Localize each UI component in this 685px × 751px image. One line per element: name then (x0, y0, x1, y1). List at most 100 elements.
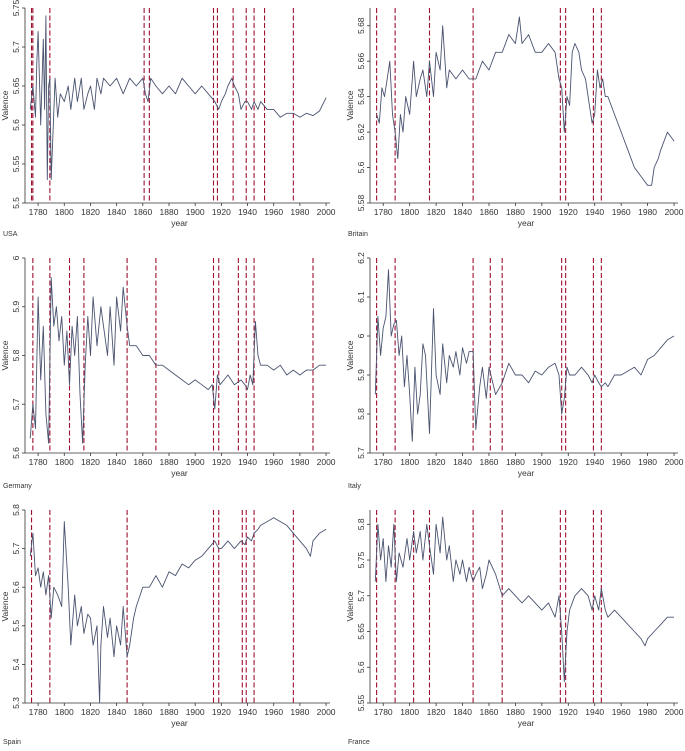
y-tick-label: 5.6 (11, 119, 21, 131)
country-label: Italy (348, 483, 361, 490)
x-tick-label: 1960 (264, 707, 283, 717)
x-tick-label: 1960 (264, 457, 283, 467)
y-tick-label: 5.66 (356, 53, 366, 70)
x-tick-label: 1900 (186, 457, 205, 467)
y-tick-label: 5.68 (356, 17, 366, 34)
y-axis-title: Valence (0, 90, 10, 120)
y-tick-label: 5.65 (11, 77, 21, 94)
y-tick-label: 5.7 (11, 542, 21, 554)
x-tick-label: 1960 (612, 457, 631, 467)
country-label: Germany (3, 483, 32, 490)
y-tick-label: 5.7 (356, 447, 366, 459)
x-tick-label: 1800 (400, 707, 419, 717)
panel-usa: 5.5 5.55 5.6 5.65 5.7 5.75 1780 1800 1820 1840 186… (0, 0, 336, 238)
x-tick-label: 1980 (638, 707, 657, 717)
x-tick-label: 1840 (107, 457, 126, 467)
x-axis-title: year (518, 218, 535, 228)
x-tick-label: 2000 (665, 207, 684, 217)
x-tick-label: 1960 (612, 707, 631, 717)
x-tick-label: 1820 (427, 707, 446, 717)
panel-britain: 5.58 5.6 5.62 5.64 5.66 5.68 1780 1800 1820 1840 1… (345, 8, 684, 238)
x-tick-label: 1800 (400, 457, 419, 467)
x-tick-label: 1860 (480, 707, 499, 717)
x-tick-label: 1920 (559, 457, 578, 467)
x-tick-label: 1860 (133, 457, 152, 467)
x-tick-label: 1940 (585, 207, 604, 217)
x-tick-label: 1920 (559, 707, 578, 717)
x-tick-label: 2000 (317, 457, 336, 467)
y-tick-label: 5.8 (11, 504, 21, 516)
y-tick-label: 5.8 (356, 518, 366, 530)
y-tick-label: 5.75 (11, 0, 21, 16)
y-tick-label: 5.3 (11, 697, 21, 709)
y-tick-label: 5.4 (11, 658, 21, 670)
x-tick-label: 1880 (506, 707, 525, 717)
x-tick-label: 1820 (427, 457, 446, 467)
y-tick-label: 5.9 (11, 301, 21, 313)
y-tick-label: 5.65 (356, 623, 366, 640)
x-tick-label: 1780 (374, 457, 393, 467)
x-tick-label: 1800 (400, 207, 419, 217)
y-axis-title: Valence (0, 340, 10, 370)
x-axis-title: year (171, 718, 188, 728)
valence-series-line (374, 269, 675, 442)
x-tick-label: 1920 (212, 457, 231, 467)
y-tick-label: 5.5 (11, 197, 21, 209)
x-tick-label: 1860 (133, 707, 152, 717)
y-tick-label: 5.6 (356, 661, 366, 673)
y-tick-label: 5.9 (356, 369, 366, 381)
y-tick-label: 5.55 (11, 155, 21, 172)
x-tick-label: 1980 (638, 207, 657, 217)
y-tick-label: 5.55 (356, 694, 366, 711)
x-tick-label: 1820 (81, 207, 100, 217)
x-tick-label: 1940 (238, 207, 257, 217)
x-tick-label: 1780 (374, 207, 393, 217)
x-tick-label: 1840 (107, 207, 126, 217)
y-tick-label: 6 (356, 333, 366, 338)
x-tick-label: 1980 (638, 457, 657, 467)
x-tick-label: 1980 (290, 207, 309, 217)
panel-germany: 5.6 5.7 5.8 5.9 6 1780 1800 1820 1840 1860 1880 190… (0, 255, 336, 490)
x-tick-label: 1820 (427, 207, 446, 217)
x-tick-label: 1820 (81, 707, 100, 717)
x-tick-label: 1900 (532, 707, 551, 717)
valence-series-line (376, 16, 675, 186)
x-axis-title: year (518, 468, 535, 478)
y-tick-label: 5.64 (356, 88, 366, 105)
y-tick-label: 5.6 (356, 161, 366, 173)
x-tick-label: 1840 (453, 207, 472, 217)
x-tick-label: 1780 (374, 707, 393, 717)
x-tick-label: 2000 (317, 207, 336, 217)
x-tick-label: 1800 (55, 207, 74, 217)
x-axis-title: year (171, 218, 188, 228)
country-label: France (348, 739, 370, 746)
y-tick-label: 5.62 (356, 124, 366, 141)
x-tick-label: 1860 (480, 457, 499, 467)
x-tick-label: 1780 (29, 707, 48, 717)
y-axis-title: Valence (345, 90, 355, 120)
panel-spain: 5.3 5.4 5.5 5.6 5.7 5.8 1780 1800 1820 1840 1860 18… (0, 504, 336, 746)
x-tick-label: 1900 (186, 207, 205, 217)
y-tick-label: 5.58 (356, 194, 366, 211)
x-tick-label: 1800 (55, 707, 74, 717)
x-tick-label: 1800 (55, 457, 74, 467)
y-tick-label: 5.75 (356, 551, 366, 568)
x-tick-label: 1940 (585, 457, 604, 467)
x-axis-title: year (518, 718, 535, 728)
x-tick-label: 1920 (212, 707, 231, 717)
x-tick-label: 1860 (480, 207, 499, 217)
valence-series-line (29, 277, 327, 444)
country-label: Britain (348, 231, 368, 238)
valence-series-line (374, 516, 674, 683)
x-tick-label: 1920 (212, 207, 231, 217)
x-tick-label: 1960 (612, 207, 631, 217)
valence-series-line (29, 517, 327, 704)
y-tick-label: 5.6 (11, 447, 21, 459)
x-tick-label: 1980 (290, 707, 309, 717)
x-tick-label: 1940 (585, 707, 604, 717)
y-tick-label: 5.6 (11, 581, 21, 593)
x-tick-label: 1880 (160, 707, 179, 717)
x-tick-label: 1880 (506, 207, 525, 217)
x-tick-label: 1940 (238, 457, 257, 467)
